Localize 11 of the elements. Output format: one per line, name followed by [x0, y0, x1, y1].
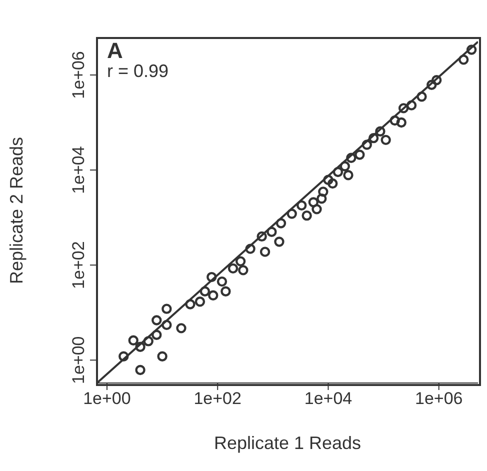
x-tick-label: 1e+02 — [194, 389, 242, 408]
x-tick-label: 1e+04 — [304, 389, 352, 408]
x-tick-label: 1e+06 — [414, 389, 463, 408]
y-tick-label: 1e+04 — [69, 146, 88, 194]
annotation: r = 0.99 — [107, 61, 169, 81]
annotation: A — [107, 38, 124, 63]
y-axis-title: Replicate 2 Reads — [6, 136, 26, 284]
x-axis-title: Replicate 1 Reads — [214, 433, 362, 453]
y-tick-label: 1e+06 — [69, 51, 88, 99]
x-tick-label: 1e+00 — [83, 389, 131, 408]
y-tick-label: 1e+02 — [69, 241, 88, 289]
